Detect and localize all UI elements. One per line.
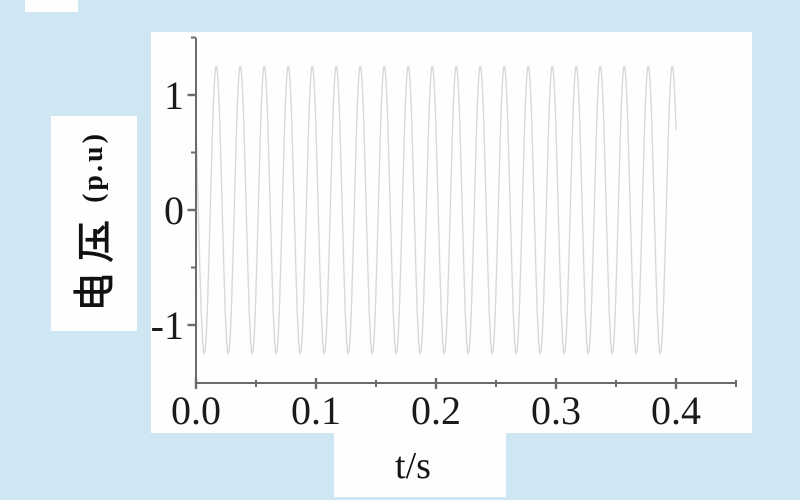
y-tick-label: 1: [164, 73, 184, 118]
x-axis-label: t/s: [395, 445, 431, 487]
y-axis-label-panel: (p.u): [51, 116, 137, 331]
top-white-notch: [25, 0, 78, 12]
y-tick-label: 0: [164, 188, 184, 233]
x-tick-label: 0.1: [291, 388, 341, 433]
x-axis-label-panel: t/s: [334, 433, 506, 497]
x-tick-label: 0.3: [531, 388, 581, 433]
x-tick-label: 0.2: [411, 388, 461, 433]
y-axis-label: (p.u): [72, 131, 116, 317]
cjk-char-ya-icon: [78, 220, 114, 262]
cjk-char-dian-icon: [73, 275, 113, 307]
y-tick-label: -1: [151, 303, 184, 348]
waveform-path: [195, 65, 677, 355]
x-tick-label: 0.0: [171, 388, 221, 433]
x-tick-label: 0.4: [651, 388, 701, 433]
plot-panel: [151, 32, 752, 433]
